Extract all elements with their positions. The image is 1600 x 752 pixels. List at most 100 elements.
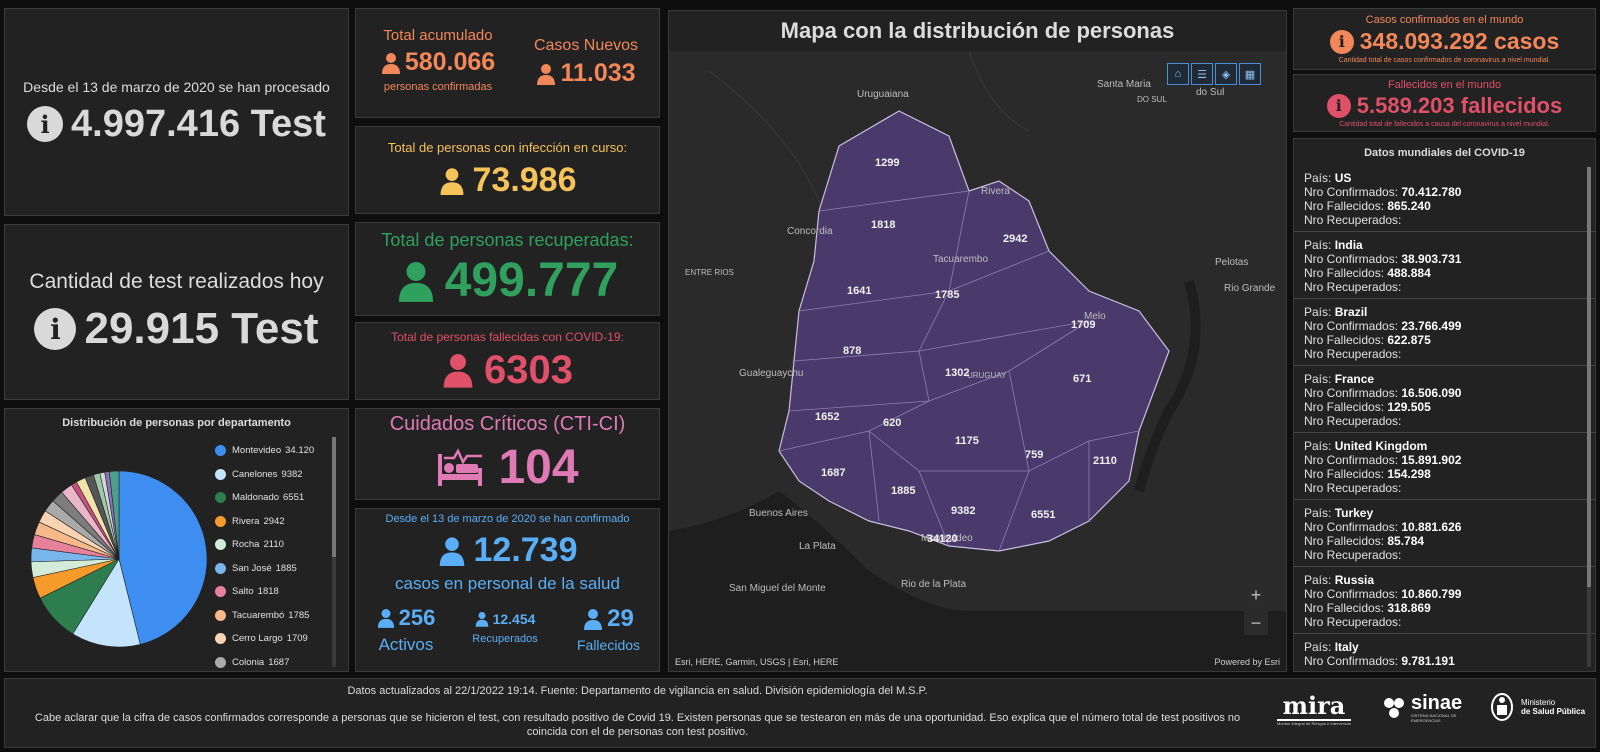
sinae-emblem-icon xyxy=(1384,698,1404,718)
home-icon[interactable]: ⌂ xyxy=(1167,63,1189,85)
map-department-count[interactable]: 1302 xyxy=(945,367,970,379)
legend-value: 9382 xyxy=(281,468,303,480)
legend-label: Tacuarembó xyxy=(232,609,285,621)
map-department-count[interactable]: 2942 xyxy=(1003,233,1028,245)
legend-item[interactable]: Cerro Largo 1709 xyxy=(215,627,335,651)
zoom-out-button[interactable]: − xyxy=(1244,611,1268,635)
legend-value: 2942 xyxy=(263,515,285,527)
person-icon xyxy=(584,609,603,630)
msp-logo: Ministerio de Salud Pública xyxy=(1489,691,1585,723)
layers-icon[interactable]: ◈ xyxy=(1215,63,1237,85)
legend-swatch xyxy=(215,609,226,621)
legend-value: 6551 xyxy=(283,492,305,504)
tests-total-panel: Desde el 13 de marzo de 2020 se han proc… xyxy=(4,8,349,216)
country-list-item[interactable]: País: Brazil Nro Confirmados: 23.766.499 N… xyxy=(1294,299,1595,366)
map-department-count[interactable]: 9382 xyxy=(951,505,976,517)
legend-swatch xyxy=(215,445,226,457)
en-curso-label: Total de personas con infección en curso… xyxy=(387,140,628,155)
map-department-count[interactable]: 620 xyxy=(883,417,902,429)
person-icon xyxy=(398,261,433,302)
country-list-item[interactable]: País: India Nro Confirmados: 38.903.731 Nr… xyxy=(1294,232,1595,299)
salud-panel: Desde el 13 de marzo de 2020 se han conf… xyxy=(355,508,660,672)
legend-item[interactable]: Maldonado 6551 xyxy=(215,486,335,510)
legend-swatch xyxy=(215,586,226,598)
legend-item[interactable]: San José 1885 xyxy=(215,557,335,581)
map-title: Mapa con la distribución de personas xyxy=(780,18,1175,43)
world-list-title: Datos mundiales del COVID-19 xyxy=(1364,147,1525,159)
legend-item[interactable]: Montevideo 34.120 xyxy=(215,439,335,463)
map-place-label: Melo xyxy=(1084,311,1106,322)
legend-item[interactable]: Rocha 2110 xyxy=(215,533,335,557)
world-deaths-sub: Cantidad total de fallecidos a causa del… xyxy=(1339,120,1550,128)
legend-label: Colonia xyxy=(232,656,265,668)
map-department-count[interactable]: 759 xyxy=(1025,449,1044,461)
legend-scrollbar[interactable] xyxy=(332,437,336,667)
powered-by-esri[interactable]: Powered by Esri xyxy=(1214,657,1280,667)
legend-item[interactable]: Salto 1818 xyxy=(215,580,335,604)
country-list-item[interactable]: País: Turkey Nro Confirmados: 10.881.626 N… xyxy=(1294,500,1595,567)
map-department-count[interactable]: 1687 xyxy=(821,467,846,479)
hospital-bed-icon xyxy=(438,447,483,486)
map-place-label: Rio Grande xyxy=(1224,283,1276,294)
map-place-label: Pelotas xyxy=(1215,257,1249,268)
cti-label: Cuidados Críticos (CTI-CI) xyxy=(389,413,626,435)
map-department-count[interactable]: 878 xyxy=(843,345,862,357)
world-list[interactable]: País: US Nro Confirmados: 70.412.780 Nro F… xyxy=(1294,165,1595,665)
map-panel: Mapa con la distribución de personas xyxy=(668,10,1287,672)
map-department-count[interactable]: 1885 xyxy=(891,485,916,497)
map-department-count[interactable]: 1175 xyxy=(955,435,979,447)
country-list-item[interactable]: País: Russia Nro Confirmados: 10.860.799 N… xyxy=(1294,567,1595,634)
tests-total-caption: Desde el 13 de marzo de 2020 se han proc… xyxy=(23,78,330,95)
info-icon: i xyxy=(1326,93,1351,118)
map-department-count[interactable]: 1299 xyxy=(875,157,900,169)
legend-value: 1785 xyxy=(288,609,310,621)
map-place-label: La Plata xyxy=(799,541,836,552)
legend-value: 1818 xyxy=(257,586,279,598)
map-department-count[interactable]: 34120 xyxy=(927,533,958,545)
pie-slice-artigas[interactable] xyxy=(108,470,120,560)
person-icon xyxy=(475,612,488,627)
world-confirmed-sub: Cantidad total de casos confirmados de c… xyxy=(1338,57,1551,64)
country-list-item[interactable]: País: France Nro Confirmados: 16.506.090 N… xyxy=(1294,366,1595,433)
map-department-count[interactable]: 1818 xyxy=(871,219,896,231)
legend-item[interactable]: Tacuarembó 1785 xyxy=(215,604,335,628)
map-place-label: Gualeguaychu xyxy=(739,368,804,379)
legend-value: 34.120 xyxy=(285,445,315,457)
country-list-item[interactable]: País: US Nro Confirmados: 70.412.780 Nro F… xyxy=(1294,165,1595,232)
recuperadas-panel: Total de personas recuperadas: 499.777 xyxy=(355,222,660,316)
country-list-item[interactable]: País: United Kingdom Nro Confirmados: 15.… xyxy=(1294,433,1595,500)
fallecidos-salud-value: 29 xyxy=(607,605,634,632)
basemap-gallery-icon[interactable]: ▦ xyxy=(1239,63,1261,85)
legend-label: Cerro Largo xyxy=(232,633,283,645)
legend-list-icon[interactable]: ☰ xyxy=(1191,63,1213,85)
legend-value: 1885 xyxy=(275,562,297,574)
zoom-in-button[interactable]: + xyxy=(1244,583,1268,607)
pie-chart xyxy=(30,470,208,648)
legend-item[interactable]: Rivera 2942 xyxy=(215,510,335,534)
map-department-count[interactable]: 6551 xyxy=(1031,509,1056,521)
legend-item[interactable]: Colonia 1687 xyxy=(215,651,335,672)
cti-panel: Cuidados Críticos (CTI-CI) 104 xyxy=(355,408,660,500)
map-department-count[interactable]: 2110 xyxy=(1093,455,1117,467)
pie-slice-montevideo[interactable] xyxy=(118,470,208,645)
tests-today-value: 29.915 Test xyxy=(84,304,319,353)
footer-updated: Datos actualizados al 22/1/2022 19:14. F… xyxy=(347,685,928,697)
map-department-count[interactable]: 1652 xyxy=(815,411,840,423)
pie-chart-title: Distribución de personas por departament… xyxy=(62,417,291,429)
map-department-count[interactable]: 1709 xyxy=(1071,319,1096,331)
legend-item[interactable]: Canelones 9382 xyxy=(215,463,335,487)
acumulado-value: 580.066 xyxy=(404,48,496,76)
mira-logo: mira Monitor Integral de Riesgos e Inter… xyxy=(1277,691,1351,726)
map-department-count[interactable]: 1785 xyxy=(935,289,960,301)
map-department-count[interactable]: 1641 xyxy=(847,285,872,297)
pie-slice-canelones[interactable] xyxy=(72,558,141,648)
world-list-scrollbar[interactable] xyxy=(1587,167,1591,667)
map-view[interactable]: ⌂ ☰ ◈ ▦ Uruguaiana Santa Maria DO SUL do Su… xyxy=(669,51,1286,671)
legend-label: Rocha xyxy=(232,539,260,551)
cti-value: 104 xyxy=(498,441,579,494)
sinae-logo: sinae SISTEMA NACIONAL DE EMERGENCIAS xyxy=(1381,693,1471,723)
map-place-label: Buenos Aires xyxy=(749,508,808,519)
acumulado-sub: personas confirmadas xyxy=(383,81,493,93)
map-department-count[interactable]: 671 xyxy=(1073,373,1092,385)
